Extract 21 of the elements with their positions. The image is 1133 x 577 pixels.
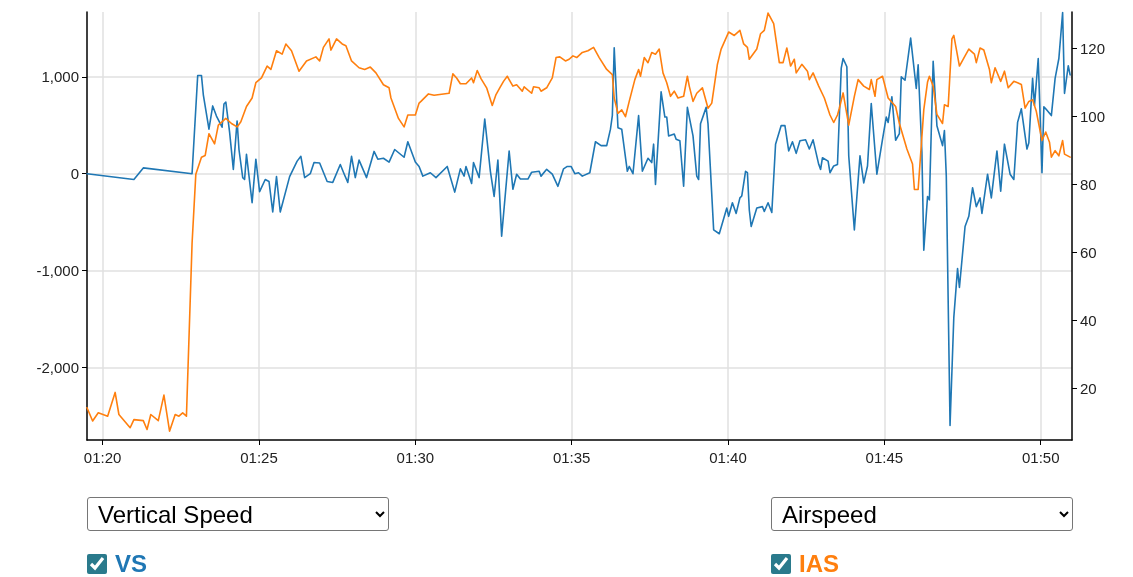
y2-tick-label: 120 (1080, 39, 1106, 57)
x-tick-label: 01:45 (865, 449, 904, 466)
y-tick-label: 1,000 (41, 68, 79, 86)
text: Vertical Speed (87, 497, 389, 531)
y2-tick-label: 60 (1080, 243, 1097, 261)
y2-tick-label: 40 (1080, 311, 1097, 329)
x-tick-label: 01:35 (552, 449, 591, 466)
x-tick-label: 01:30 (396, 449, 435, 466)
y-tick-label: -2,000 (36, 358, 79, 376)
y2-tick-label: 80 (1080, 175, 1097, 193)
text: VS (115, 550, 148, 577)
text: Airspeed (771, 497, 1073, 531)
x-tick-label: 01:25 (240, 449, 278, 466)
x-tick-label: 01:20 (83, 449, 122, 466)
y-tick-label: 0 (70, 165, 79, 183)
x-tick-label: 01:50 (1021, 449, 1060, 466)
y2-tick-label: 20 (1080, 379, 1097, 397)
y2-tick-label: 100 (1080, 107, 1106, 125)
text: IAS (799, 550, 840, 577)
y-tick-label: -1,000 (36, 262, 79, 280)
x-tick-label: 01:40 (709, 449, 747, 466)
